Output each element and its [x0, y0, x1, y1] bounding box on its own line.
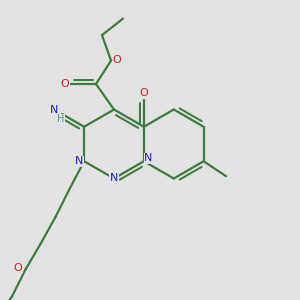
Text: N: N — [144, 153, 153, 163]
Text: O: O — [60, 79, 69, 89]
Text: N: N — [50, 105, 59, 116]
Text: O: O — [140, 88, 148, 98]
Text: O: O — [14, 263, 22, 273]
Text: N: N — [110, 173, 118, 184]
Text: O: O — [112, 55, 122, 65]
Text: N: N — [74, 156, 83, 166]
Text: H: H — [57, 114, 64, 124]
